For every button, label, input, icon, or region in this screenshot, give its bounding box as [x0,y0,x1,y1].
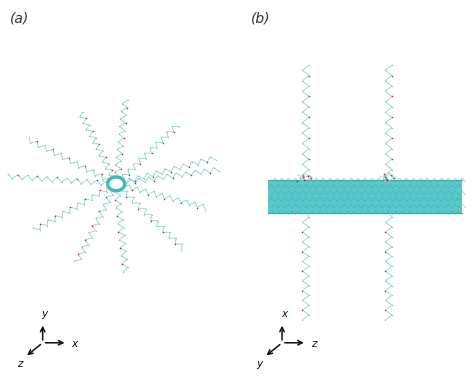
Text: z: z [17,359,22,370]
Text: (a): (a) [9,11,29,26]
Text: z: z [311,339,317,349]
Text: x: x [72,339,78,349]
Text: (b): (b) [251,11,271,26]
Circle shape [106,176,126,192]
Bar [268,180,462,213]
Text: y: y [256,359,262,370]
Text: y: y [42,309,47,319]
Text: x: x [281,309,287,319]
